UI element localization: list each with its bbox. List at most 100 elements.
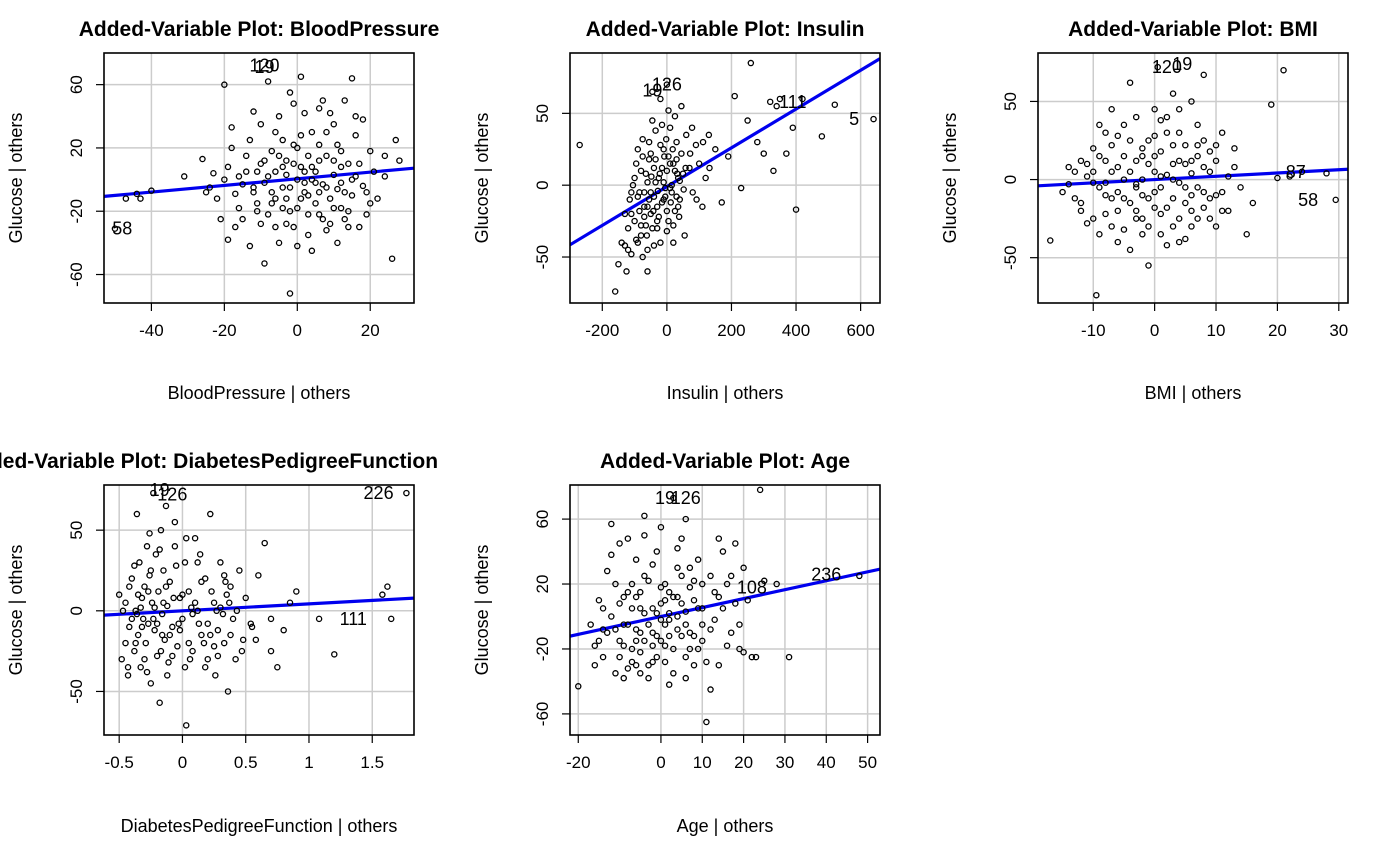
data-point bbox=[678, 150, 685, 157]
data-point bbox=[223, 591, 230, 598]
data-point bbox=[301, 179, 308, 186]
data-point bbox=[665, 217, 672, 225]
data-point bbox=[224, 236, 232, 243]
data-point bbox=[1218, 129, 1226, 136]
data-point bbox=[1188, 157, 1195, 165]
data-point bbox=[1163, 241, 1171, 249]
data-point bbox=[257, 120, 265, 128]
data-point bbox=[264, 78, 272, 85]
data-point bbox=[261, 157, 268, 164]
data-point bbox=[603, 629, 611, 636]
data-point bbox=[379, 591, 386, 598]
point-id-label: 126 bbox=[671, 488, 701, 508]
data-point bbox=[119, 607, 127, 615]
data-point bbox=[744, 597, 751, 604]
data-point bbox=[576, 141, 583, 149]
data-point bbox=[706, 164, 713, 172]
data-point bbox=[286, 290, 294, 297]
data-point bbox=[657, 584, 665, 591]
data-point bbox=[712, 146, 719, 153]
data-point bbox=[323, 184, 330, 191]
data-point bbox=[1188, 170, 1195, 177]
data-point bbox=[147, 567, 155, 574]
data-point bbox=[169, 623, 176, 631]
data-point bbox=[153, 652, 161, 660]
data-point bbox=[707, 626, 714, 633]
data-point bbox=[628, 250, 635, 258]
data-point bbox=[637, 588, 644, 596]
data-point bbox=[1096, 121, 1103, 129]
data-point bbox=[1182, 184, 1189, 191]
data-point bbox=[301, 109, 308, 117]
data-point bbox=[170, 594, 177, 602]
data-point bbox=[1108, 106, 1115, 113]
data-point bbox=[294, 144, 301, 152]
regression-line bbox=[104, 596, 414, 617]
data-point bbox=[250, 108, 257, 115]
data-point bbox=[133, 510, 141, 518]
regression-line bbox=[1038, 167, 1348, 188]
data-point bbox=[228, 144, 235, 152]
data-point bbox=[1200, 71, 1207, 79]
data-point bbox=[689, 189, 696, 196]
data-point bbox=[268, 147, 276, 155]
data-point bbox=[1151, 168, 1158, 175]
point-id-label: 19 bbox=[642, 80, 662, 100]
data-point bbox=[1120, 152, 1128, 160]
data-point bbox=[212, 672, 219, 679]
data-point bbox=[1102, 157, 1109, 165]
data-point bbox=[132, 607, 139, 615]
point-id-label: 111 bbox=[779, 92, 806, 112]
data-point bbox=[707, 572, 714, 580]
data-point bbox=[692, 141, 700, 149]
data-point bbox=[1089, 168, 1097, 175]
data-point bbox=[702, 174, 709, 182]
data-point bbox=[699, 203, 706, 210]
data-point bbox=[1132, 215, 1140, 222]
data-point bbox=[126, 623, 133, 631]
y-axis-label: Glucose | others bbox=[940, 113, 960, 244]
data-point bbox=[637, 167, 645, 175]
data-point bbox=[1139, 230, 1146, 238]
data-point bbox=[699, 605, 706, 612]
data-point bbox=[145, 620, 152, 627]
data-point bbox=[736, 621, 743, 628]
data-point bbox=[657, 637, 665, 645]
data-point bbox=[653, 548, 661, 555]
data-point bbox=[1194, 184, 1201, 191]
data-point bbox=[660, 146, 667, 153]
x-tick-label: 0 bbox=[1150, 321, 1159, 340]
data-point bbox=[381, 173, 389, 180]
x-axis: -10 0 10 20 30 bbox=[1081, 303, 1348, 340]
data-point bbox=[699, 621, 706, 628]
data-point bbox=[222, 578, 229, 586]
data-point bbox=[1132, 184, 1140, 191]
data-point bbox=[334, 141, 341, 149]
data-point bbox=[186, 655, 194, 663]
data-point bbox=[274, 664, 281, 671]
data-point bbox=[268, 200, 276, 207]
data-point bbox=[639, 135, 646, 143]
data-point bbox=[1083, 220, 1091, 227]
plot-frame bbox=[103, 484, 415, 736]
data-point bbox=[663, 167, 671, 175]
data-point bbox=[673, 156, 680, 163]
data-point bbox=[153, 620, 161, 627]
data-point bbox=[1218, 188, 1226, 196]
data-point bbox=[1157, 210, 1165, 218]
data-point bbox=[158, 610, 166, 618]
point-id-label: 58 bbox=[1298, 190, 1318, 210]
data-point bbox=[628, 210, 635, 218]
data-point bbox=[653, 653, 661, 661]
data-point bbox=[341, 97, 348, 104]
plot-frame bbox=[103, 52, 415, 304]
data-point bbox=[201, 664, 209, 671]
data-point bbox=[1200, 163, 1207, 171]
data-point bbox=[1206, 148, 1214, 155]
data-point bbox=[799, 95, 806, 103]
data-point bbox=[649, 605, 656, 612]
data-point bbox=[1065, 163, 1072, 171]
data-point bbox=[665, 588, 673, 596]
data-point bbox=[1154, 63, 1161, 71]
